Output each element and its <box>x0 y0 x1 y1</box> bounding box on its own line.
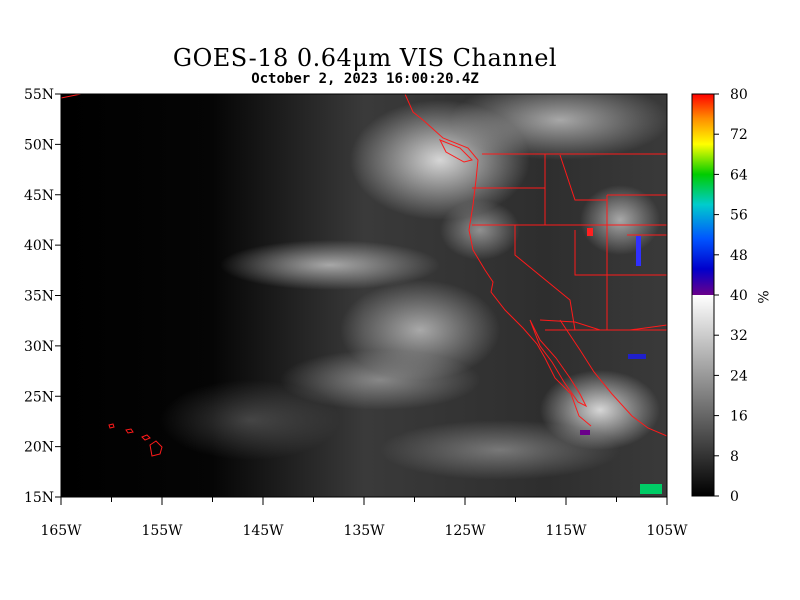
colorbar-tick-label: 16 <box>730 409 748 425</box>
colorbar-unit-label: % <box>754 290 770 303</box>
lat-tick-label: 45N <box>24 188 54 204</box>
lat-tick-label: 30N <box>24 339 54 355</box>
lon-tick-label: 135W <box>343 523 385 539</box>
colorbar-tick-label: 56 <box>730 208 748 224</box>
lon-tick-label: 145W <box>242 523 284 539</box>
hawaii-maui <box>141 434 151 441</box>
lat-tick-label: 15N <box>24 490 54 506</box>
lon-tick-label: 105W <box>646 523 688 539</box>
lat-tick-label: 35N <box>24 289 54 305</box>
lon-tick-label: 125W <box>444 523 486 539</box>
colorbar <box>691 93 715 497</box>
colorbar-tick-label: 0 <box>730 489 739 505</box>
hawaii-oahu <box>125 428 134 434</box>
colorbar-tick-label: 32 <box>730 328 748 344</box>
axes: 55N 50N 45N 40N 35N 30N 25N 20N 15N 165W 155W 145W 1… <box>24 87 770 539</box>
west-coast <box>404 94 592 427</box>
colorbar-tick-label: 24 <box>730 368 748 384</box>
lat-tick-label: 55N <box>24 87 54 103</box>
colorbar-gray-segment <box>692 295 714 496</box>
hawaii-kauai <box>108 423 115 429</box>
colorbar-tick-label: 48 <box>730 248 748 264</box>
baja-california <box>529 319 588 408</box>
lon-tick-label: 155W <box>141 523 183 539</box>
us-mexico-border <box>539 319 667 331</box>
satellite-image <box>61 94 667 497</box>
map-boundaries <box>61 94 667 457</box>
colorbar-tick-label: 72 <box>730 127 748 143</box>
vancouver-island <box>438 139 473 163</box>
lon-tick-label: 165W <box>40 523 82 539</box>
lat-tick-label: 40N <box>24 238 54 254</box>
lat-tick-label: 50N <box>24 137 54 153</box>
colorbar-tick-label: 40 <box>730 288 748 304</box>
hawaii-big-island <box>149 440 163 457</box>
chart-title: GOES-18 0.64μm VIS Channel <box>172 44 558 72</box>
chart-subtitle: October 2, 2023 16:00:20.4Z <box>251 71 479 87</box>
lat-tick-label: 20N <box>24 440 54 456</box>
mexico-coast <box>559 319 667 437</box>
lat-tick-label: 25N <box>24 389 54 405</box>
alaska-coast <box>61 94 82 99</box>
colorbar-color-segment <box>692 94 714 295</box>
colorbar-tick-label: 8 <box>730 449 739 465</box>
colorbar-tick-label: 80 <box>730 87 748 103</box>
colorbar-tick-label: 64 <box>730 167 748 183</box>
lon-tick-label: 115W <box>545 523 587 539</box>
